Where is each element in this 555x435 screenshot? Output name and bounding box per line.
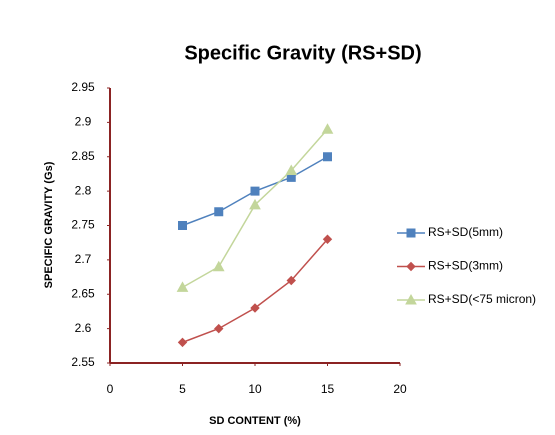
- data-point: [214, 323, 224, 334]
- legend-label: RS+SD(5mm): [428, 225, 503, 239]
- legend-marker: [405, 293, 417, 305]
- data-point: [250, 303, 260, 313]
- chart-title: Specific Gravity (RS+SD): [184, 42, 421, 64]
- legend-label: RS+SD(3mm): [428, 259, 503, 273]
- data-point: [322, 234, 333, 244]
- data-point: [212, 260, 225, 272]
- y-tick-label: 2.75: [71, 218, 95, 232]
- y-tick-label: 2.95: [71, 80, 95, 94]
- data-point: [214, 207, 224, 217]
- y-axis-title: SPECIFIC GRAVITY (Gs): [43, 161, 55, 288]
- y-tick-label: 2.55: [71, 355, 95, 369]
- x-tick-label: 20: [393, 382, 407, 396]
- y-tick-label: 2.9: [75, 115, 92, 129]
- legend-marker: [406, 228, 416, 238]
- y-tick-label: 2.65: [71, 286, 95, 300]
- x-axis-title: SD CONTENT (%): [209, 415, 301, 427]
- data-point: [250, 186, 260, 196]
- y-tick-label: 2.7: [75, 252, 92, 266]
- x-tick-label: 10: [248, 382, 262, 396]
- y-tick-label: 2.8: [75, 183, 92, 197]
- data-point: [285, 164, 298, 175]
- x-tick-label: 15: [321, 382, 335, 396]
- y-tick-label: 2.6: [75, 321, 92, 335]
- data-point: [249, 198, 261, 210]
- data-point: [177, 337, 188, 348]
- data-point: [323, 152, 332, 162]
- x-tick-label: 0: [107, 382, 114, 396]
- x-tick-label: 5: [179, 382, 186, 396]
- legend-label: RS+SD(<75 micron): [428, 292, 536, 306]
- series-line: [182, 238, 329, 344]
- legend-marker: [406, 261, 416, 272]
- data-point: [178, 221, 187, 230]
- y-tick-label: 2.85: [71, 149, 95, 163]
- data-point: [321, 123, 334, 134]
- data-point: [286, 275, 296, 286]
- data-point: [176, 281, 189, 292]
